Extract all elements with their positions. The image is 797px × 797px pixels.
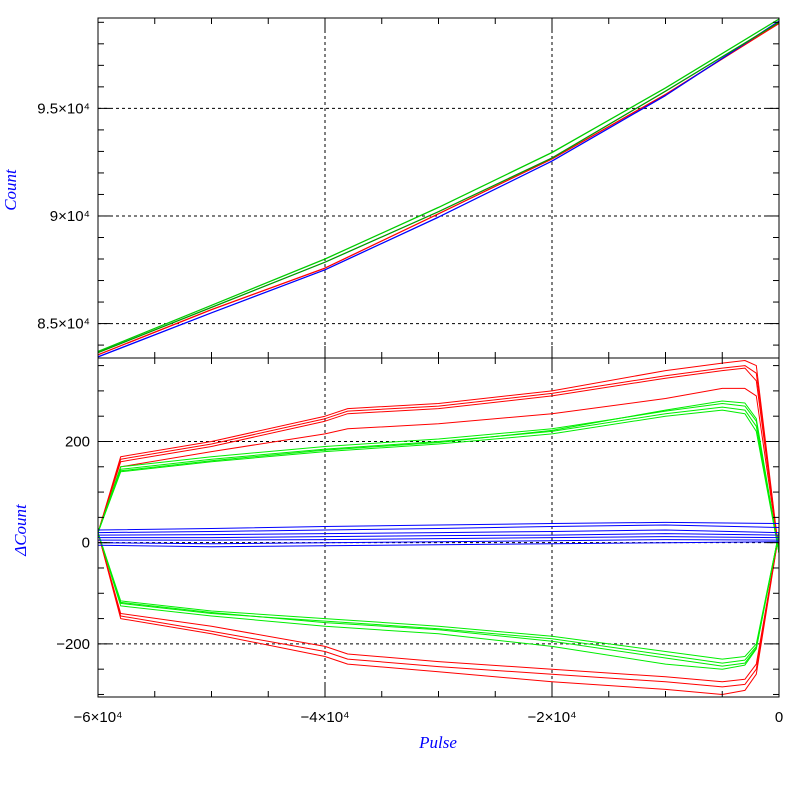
series-line-curve-1 xyxy=(97,20,780,358)
bottom-series-group xyxy=(97,360,780,695)
series-line-green-upper-9 xyxy=(97,409,780,553)
series-line-blue-21 xyxy=(97,541,780,548)
series-line-red-lower-6 xyxy=(97,532,780,695)
series-line-red-upper-0 xyxy=(97,360,780,553)
series-line-red-upper-3 xyxy=(97,387,780,553)
top-series-group xyxy=(97,18,780,358)
bottom-panel: 200 0 −200 −6×10⁴ −4×10⁴ −2×10⁴ 0 xyxy=(56,357,784,726)
bottom-grid xyxy=(98,358,779,697)
top-frame xyxy=(97,17,780,359)
top-y-tick-labels: 9.5×10⁴ 9×10⁴ 8.5×10⁴ xyxy=(37,100,90,332)
series-line-blue-16 xyxy=(97,524,780,534)
series-line-green-lower-11 xyxy=(97,532,780,660)
series-line-green-upper-7 xyxy=(97,403,780,553)
series-line-curve-3 xyxy=(97,21,780,354)
x-tick-label: −4×10⁴ xyxy=(301,709,350,726)
series-line-green-lower-14 xyxy=(97,532,780,667)
top-grid xyxy=(98,18,779,358)
x-tick-labels: −6×10⁴ −4×10⁴ −2×10⁴ 0 xyxy=(74,709,784,726)
x-tick-label: 0 xyxy=(775,709,783,726)
series-line-green-upper-10 xyxy=(97,400,780,553)
series-line-green-upper-8 xyxy=(97,406,780,553)
x-axis-title: Pulse xyxy=(418,733,457,752)
top-ticks xyxy=(97,18,780,358)
y-tick-label: −200 xyxy=(56,636,90,653)
y-tick-label: 8.5×10⁴ xyxy=(37,316,90,333)
bottom-y-axis-title: ΔCount xyxy=(11,503,30,557)
bottom-y-tick-labels: 200 0 −200 xyxy=(56,433,90,652)
y-tick-label: 200 xyxy=(65,433,90,450)
series-line-red-lower-5 xyxy=(97,532,780,688)
plot-frame xyxy=(97,17,780,359)
series-line-green-lower-13 xyxy=(97,532,780,670)
x-tick-label: −2×10⁴ xyxy=(528,709,577,726)
series-line-red-upper-1 xyxy=(97,365,780,553)
series-line-blue-20 xyxy=(97,539,780,545)
series-line-curve-0 xyxy=(97,22,780,356)
series-line-blue-18 xyxy=(98,533,780,539)
top-panel: 9.5×10⁴ 9×10⁴ 8.5×10⁴ xyxy=(37,17,780,359)
y-tick-label: 9×10⁴ xyxy=(50,208,90,225)
series-line-red-upper-2 xyxy=(97,367,780,553)
series-line-red-lower-4 xyxy=(97,532,780,683)
x-tick-label: −6×10⁴ xyxy=(74,709,123,726)
series-line-green-lower-12 xyxy=(97,532,780,664)
top-y-axis-title: Count xyxy=(1,168,20,211)
series-line-curve-2 xyxy=(97,18,780,353)
y-tick-label: 9.5×10⁴ xyxy=(37,100,90,117)
series-line-blue-15 xyxy=(97,521,780,531)
y-tick-label: 0 xyxy=(82,535,90,552)
series-line-blue-19 xyxy=(98,536,780,541)
bottom-ticks xyxy=(97,358,780,697)
series-line-blue-17 xyxy=(97,529,780,536)
